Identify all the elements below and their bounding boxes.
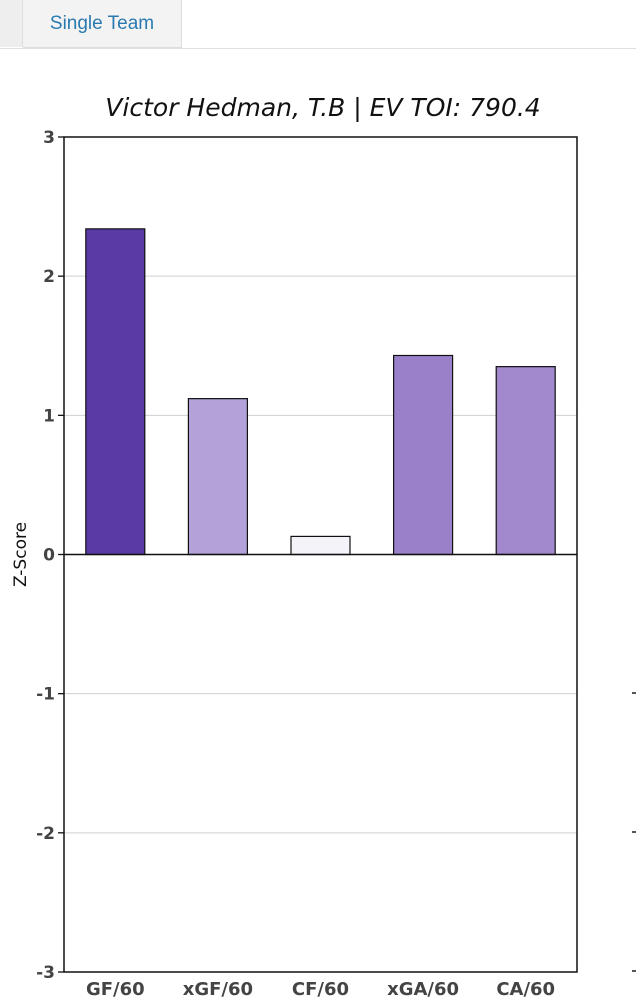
y-ticks: 3 2 1 0 -1 -2 -3	[36, 128, 64, 983]
y-tick-label: 3	[43, 128, 55, 148]
bar-gf-60	[85, 228, 146, 556]
bars	[85, 228, 556, 556]
y-tick-label: -2	[36, 824, 55, 844]
x-tick-label: xGA/60	[387, 979, 459, 1000]
adjacent-chart-tick	[632, 692, 636, 694]
x-tick-label: GF/60	[86, 979, 145, 1000]
y-tick-label: -3	[36, 963, 55, 983]
bar-cf-60	[290, 535, 351, 556]
y-axis-label: Z-Score	[11, 522, 31, 587]
bar-xgf-60	[187, 398, 248, 556]
tab-single-team[interactable]: Single Team	[23, 0, 182, 48]
bar-ca-60	[495, 366, 556, 556]
adjacent-chart-tick	[632, 831, 636, 833]
tab-bar: Single Team	[0, 0, 636, 49]
x-tick-label: CF/60	[292, 979, 349, 1000]
x-ticks: GF/60 xGF/60 CF/60 xGA/60 CA/60	[86, 979, 555, 1000]
y-tick-label: 2	[43, 267, 55, 287]
y-tick-label: 0	[43, 546, 55, 566]
bar-xga-60	[393, 354, 454, 556]
grid-lines	[64, 275, 577, 834]
x-tick-label: xGF/60	[183, 979, 253, 1000]
y-tick-label: -1	[36, 685, 55, 705]
chart-title: Victor Hedman, T.B | EV TOI: 790.4	[105, 93, 541, 122]
x-tick-label: CA/60	[496, 979, 555, 1000]
tab-previous[interactable]	[0, 0, 23, 47]
y-tick-label: 1	[43, 406, 55, 426]
adjacent-chart-tick	[632, 970, 636, 972]
